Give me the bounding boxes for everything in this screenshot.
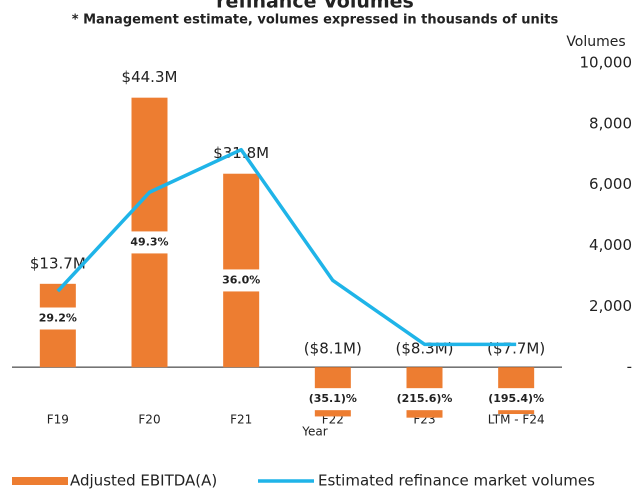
y2-axis-title: Volumes	[566, 34, 625, 50]
x-tick-label: LTM - F24	[488, 413, 545, 427]
y2-tick-label: 10,000	[580, 54, 633, 72]
margin-box	[390, 388, 459, 411]
line	[56, 147, 517, 347]
bar-value-label: $13.7M	[30, 254, 86, 272]
margin-box	[115, 231, 184, 254]
y2-tick-label: 8,000	[589, 114, 632, 132]
margin-label: (195.4)%	[488, 392, 544, 405]
chart-subtitle: * Management estimate, volumes expressed…	[72, 13, 559, 28]
margin-label: (215.6)%	[397, 392, 453, 405]
margin-label: 29.2%	[39, 311, 77, 324]
y2-tick-label: 6,000	[589, 175, 632, 193]
chart-title: refinance Volumes	[216, 0, 414, 13]
margin-label: 49.3%	[130, 235, 168, 248]
margin-box	[482, 388, 551, 411]
bar-value-label: $44.3M	[122, 68, 178, 86]
bar-value-label: ($7.7M)	[487, 340, 545, 358]
margin-box	[298, 388, 367, 411]
x-tick-label: F20	[138, 413, 160, 427]
x-tick-label: F19	[47, 413, 69, 427]
margin-box	[207, 269, 276, 292]
legend-swatch	[12, 477, 68, 485]
margin-label: (35.1)%	[309, 392, 357, 405]
legend-label: Adjusted EBITDA(A)	[70, 472, 217, 490]
margin-box	[23, 307, 92, 330]
x-axis-title: Year	[301, 425, 327, 439]
x-tick-label: F21	[230, 413, 252, 427]
y2-tick-label: -	[627, 358, 632, 376]
legend-label: Estimated refinance market volumes	[318, 472, 595, 490]
y2-tick-label: 4,000	[589, 236, 632, 254]
margin-label: 36.0%	[222, 273, 260, 286]
y2-tick-label: 2,000	[589, 297, 632, 315]
bar-value-label: ($8.1M)	[304, 340, 362, 358]
